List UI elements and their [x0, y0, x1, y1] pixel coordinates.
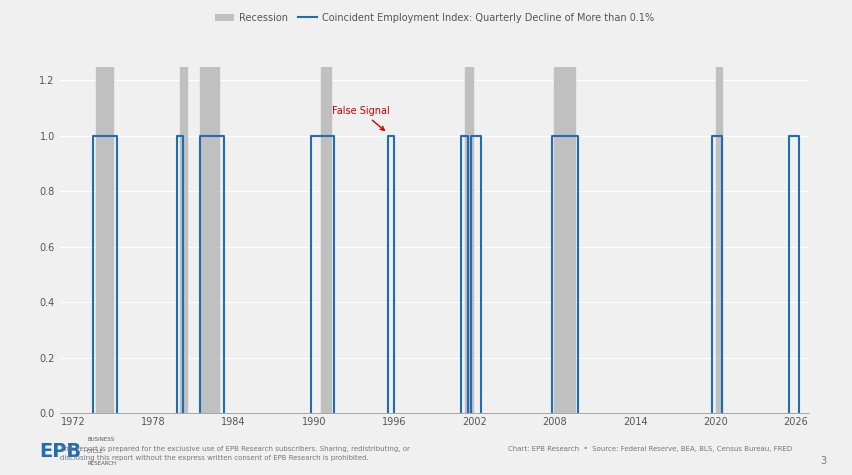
Bar — [200, 66, 219, 413]
Bar — [716, 66, 722, 413]
Text: BUSINESS: BUSINESS — [87, 437, 114, 442]
Text: EPB: EPB — [39, 442, 81, 461]
Text: This report is prepared for the exclusive use of EPB Research subscribers. Shari: This report is prepared for the exclusiv… — [60, 446, 410, 461]
Text: CYCLE: CYCLE — [87, 449, 104, 454]
Bar — [464, 66, 474, 413]
Bar — [96, 66, 113, 413]
Bar — [180, 66, 187, 413]
Text: Chart: EPB Research  •  Source: Federal Reserve, BEA, BLS, Census Bureau, FRED: Chart: EPB Research • Source: Federal Re… — [509, 446, 792, 453]
Bar — [554, 66, 575, 413]
Text: 3: 3 — [820, 456, 826, 466]
Legend: Recession, Coincident Employment Index: Quarterly Decline of More than 0.1%: Recession, Coincident Employment Index: … — [211, 9, 658, 27]
Text: RESEARCH: RESEARCH — [87, 461, 117, 466]
Bar — [320, 66, 331, 413]
Text: False Signal: False Signal — [332, 105, 389, 130]
